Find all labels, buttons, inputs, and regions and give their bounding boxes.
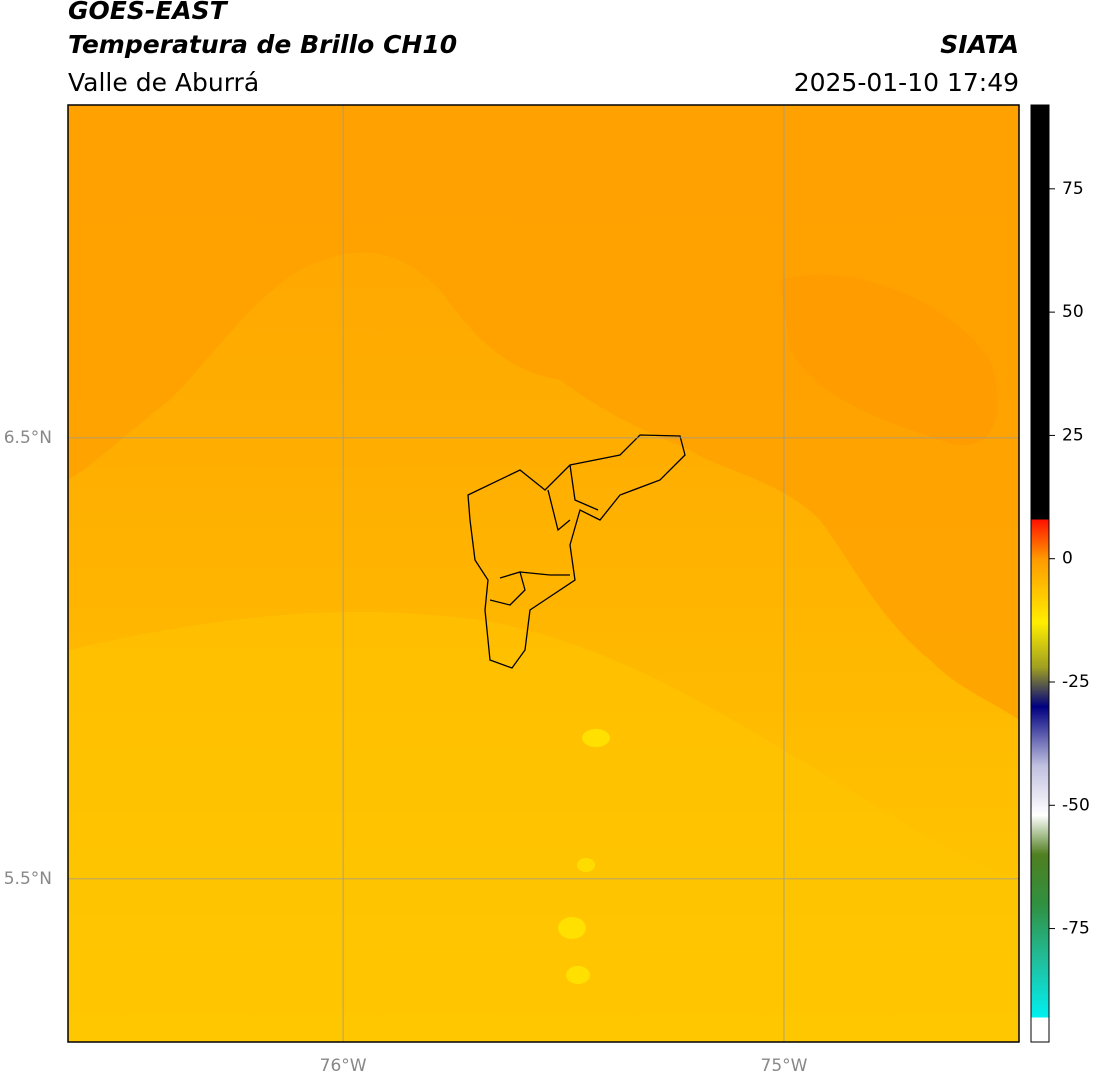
colorbar-tick-label: 50: [1062, 302, 1084, 322]
title: GOES-EAST: [68, 0, 229, 25]
colorbar: [1030, 104, 1050, 1043]
boundary: [467, 434, 686, 669]
x-tick-label: 75°W: [761, 1056, 808, 1076]
x-tick-label: 76°W: [320, 1056, 367, 1076]
y-tick-label: 6.5°N: [4, 428, 52, 448]
colorbar-tick-label: 75: [1062, 179, 1084, 199]
colorbar-tick-label: 25: [1062, 425, 1084, 445]
warm-region: [780, 274, 998, 446]
product: Temperatura de Brillo CH10: [68, 30, 457, 59]
cool-spot: [582, 729, 610, 747]
source: SIATA: [940, 30, 1019, 59]
map-field: [68, 105, 1019, 1042]
cool-spot: [566, 966, 590, 984]
cool-spot: [577, 858, 595, 872]
region: Valle de Aburrá: [68, 68, 259, 97]
map-frame: [67, 104, 1020, 1043]
cool-region: [68, 611, 1019, 1042]
warm-region: [68, 105, 1019, 720]
datetime: 2025-01-10 17:49: [794, 68, 1019, 97]
y-tick-label: 5.5°N: [4, 869, 52, 889]
colorbar-tick-label: 0: [1062, 549, 1073, 569]
cool-spot: [558, 917, 586, 939]
colorbar-tick-label: -25: [1062, 672, 1090, 692]
colorbar-tick-label: -75: [1062, 919, 1090, 939]
colorbar-tick-label: -50: [1062, 795, 1090, 815]
